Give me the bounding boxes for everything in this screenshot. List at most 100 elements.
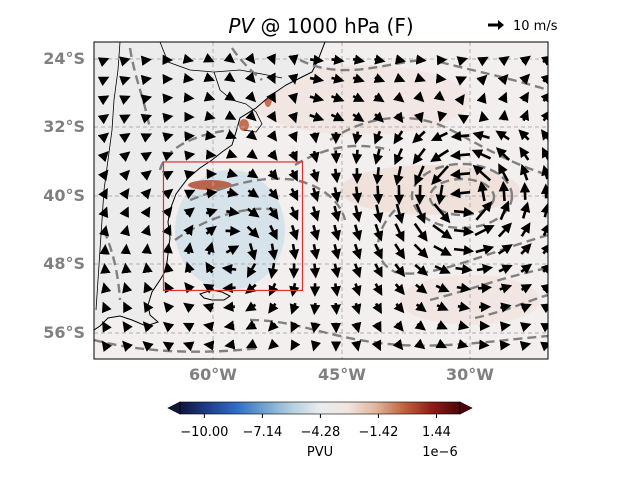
wind-vector (246, 207, 260, 218)
wind-vector (413, 338, 426, 350)
contour-line (231, 47, 263, 81)
wind-vector (413, 111, 424, 124)
wind-vector (475, 201, 493, 221)
colorbar-min-extend (167, 401, 181, 415)
wind-vector (351, 340, 362, 352)
wind-vector (393, 111, 404, 124)
wind-vector (540, 202, 548, 218)
wind-vector (520, 222, 531, 237)
wind-vector (457, 114, 470, 125)
wind-vector (352, 111, 365, 122)
wind-vector (143, 281, 154, 294)
wind-vector (183, 189, 196, 200)
map-frame (93, 41, 549, 360)
wind-vector (203, 53, 215, 63)
colorbar-tick-label: −1.42 (359, 425, 399, 440)
wind-vector (246, 262, 257, 278)
wind-vector (394, 283, 405, 296)
wind-vector (142, 262, 153, 274)
wind-vector (392, 338, 404, 351)
wind-vector (373, 92, 385, 103)
title-variable: PV (228, 14, 255, 38)
wind-vector (98, 187, 108, 200)
wind-vector (433, 245, 452, 256)
wind-vector (140, 170, 152, 181)
wind-vector (163, 261, 174, 274)
region-box (162, 161, 304, 292)
wind-vector (244, 71, 256, 84)
wind-vector (202, 302, 215, 313)
wind-vector (393, 148, 404, 166)
wind-vector (266, 53, 276, 65)
wind-vector (206, 188, 218, 199)
wind-vector (221, 263, 237, 275)
wind-vector (267, 320, 279, 332)
wind-vector (393, 320, 404, 332)
wind-vector (309, 244, 321, 260)
wind-vector (161, 188, 174, 200)
wind-vector (268, 206, 279, 220)
wind-vector (520, 284, 533, 294)
wind-vector (266, 130, 278, 142)
wind-vector (520, 201, 531, 219)
wind-vector (330, 263, 341, 279)
wind-vector (519, 146, 530, 161)
lat-label-40s: 40°S (43, 186, 85, 205)
wind-vector (162, 341, 175, 352)
wind-vector (224, 91, 236, 101)
wind-vector (352, 224, 363, 242)
wind-vector (393, 91, 405, 103)
wind-vector (414, 320, 426, 331)
wind-vector (289, 302, 300, 315)
wind-vector (309, 132, 320, 144)
wind-vector (435, 338, 448, 349)
wind-vector (101, 340, 113, 352)
wind-vector (519, 55, 531, 66)
wind-vector (414, 72, 426, 83)
wind-vector (288, 243, 300, 261)
contour-low-outer (410, 162, 514, 230)
wind-vector (394, 54, 407, 65)
colorbar-bar (179, 401, 461, 415)
quiver-key-label: 10 m/s (513, 19, 558, 34)
colorbar-tick-label: −7.14 (242, 425, 282, 440)
wind-vector (540, 222, 548, 237)
wind-vector (122, 321, 133, 333)
wind-vector (162, 112, 174, 123)
wind-vector (205, 261, 216, 274)
wind-vector (287, 73, 299, 85)
wind-vector (476, 263, 494, 275)
wind-vector (498, 109, 509, 121)
lat-labels: 24°S 32°S 40°S 48°S 56°S (43, 49, 85, 342)
wind-vector (266, 72, 276, 85)
wind-vector (290, 321, 300, 333)
wind-vector (97, 76, 110, 87)
wind-vector (309, 169, 320, 183)
wind-vector (541, 164, 548, 180)
wind-vector (310, 322, 321, 334)
lat-label-56s: 56°S (43, 323, 85, 342)
wind-vector (309, 73, 325, 84)
wind-vector (97, 113, 110, 125)
wind-vector (520, 303, 532, 313)
wind-vector (331, 92, 345, 103)
wind-vector (372, 302, 382, 315)
wind-vector (223, 320, 235, 331)
colorbar-tick-label: 1.44 (422, 425, 451, 440)
wind-vector (245, 91, 257, 103)
wind-vector (162, 242, 173, 254)
wind-vector (498, 264, 513, 275)
wind-vector (162, 132, 174, 143)
wind-vector (498, 163, 509, 182)
wind-vector (449, 168, 471, 180)
wind-vector (471, 149, 492, 160)
wind-vector (435, 184, 446, 206)
positive-pv-streak (188, 180, 232, 190)
wind-vector (415, 301, 427, 313)
wind-vector (352, 131, 363, 145)
wind-vector (119, 75, 131, 86)
wind-vector (457, 320, 470, 331)
wind-vector (414, 165, 425, 186)
wind-vector (435, 282, 450, 293)
wind-vector (143, 301, 154, 314)
